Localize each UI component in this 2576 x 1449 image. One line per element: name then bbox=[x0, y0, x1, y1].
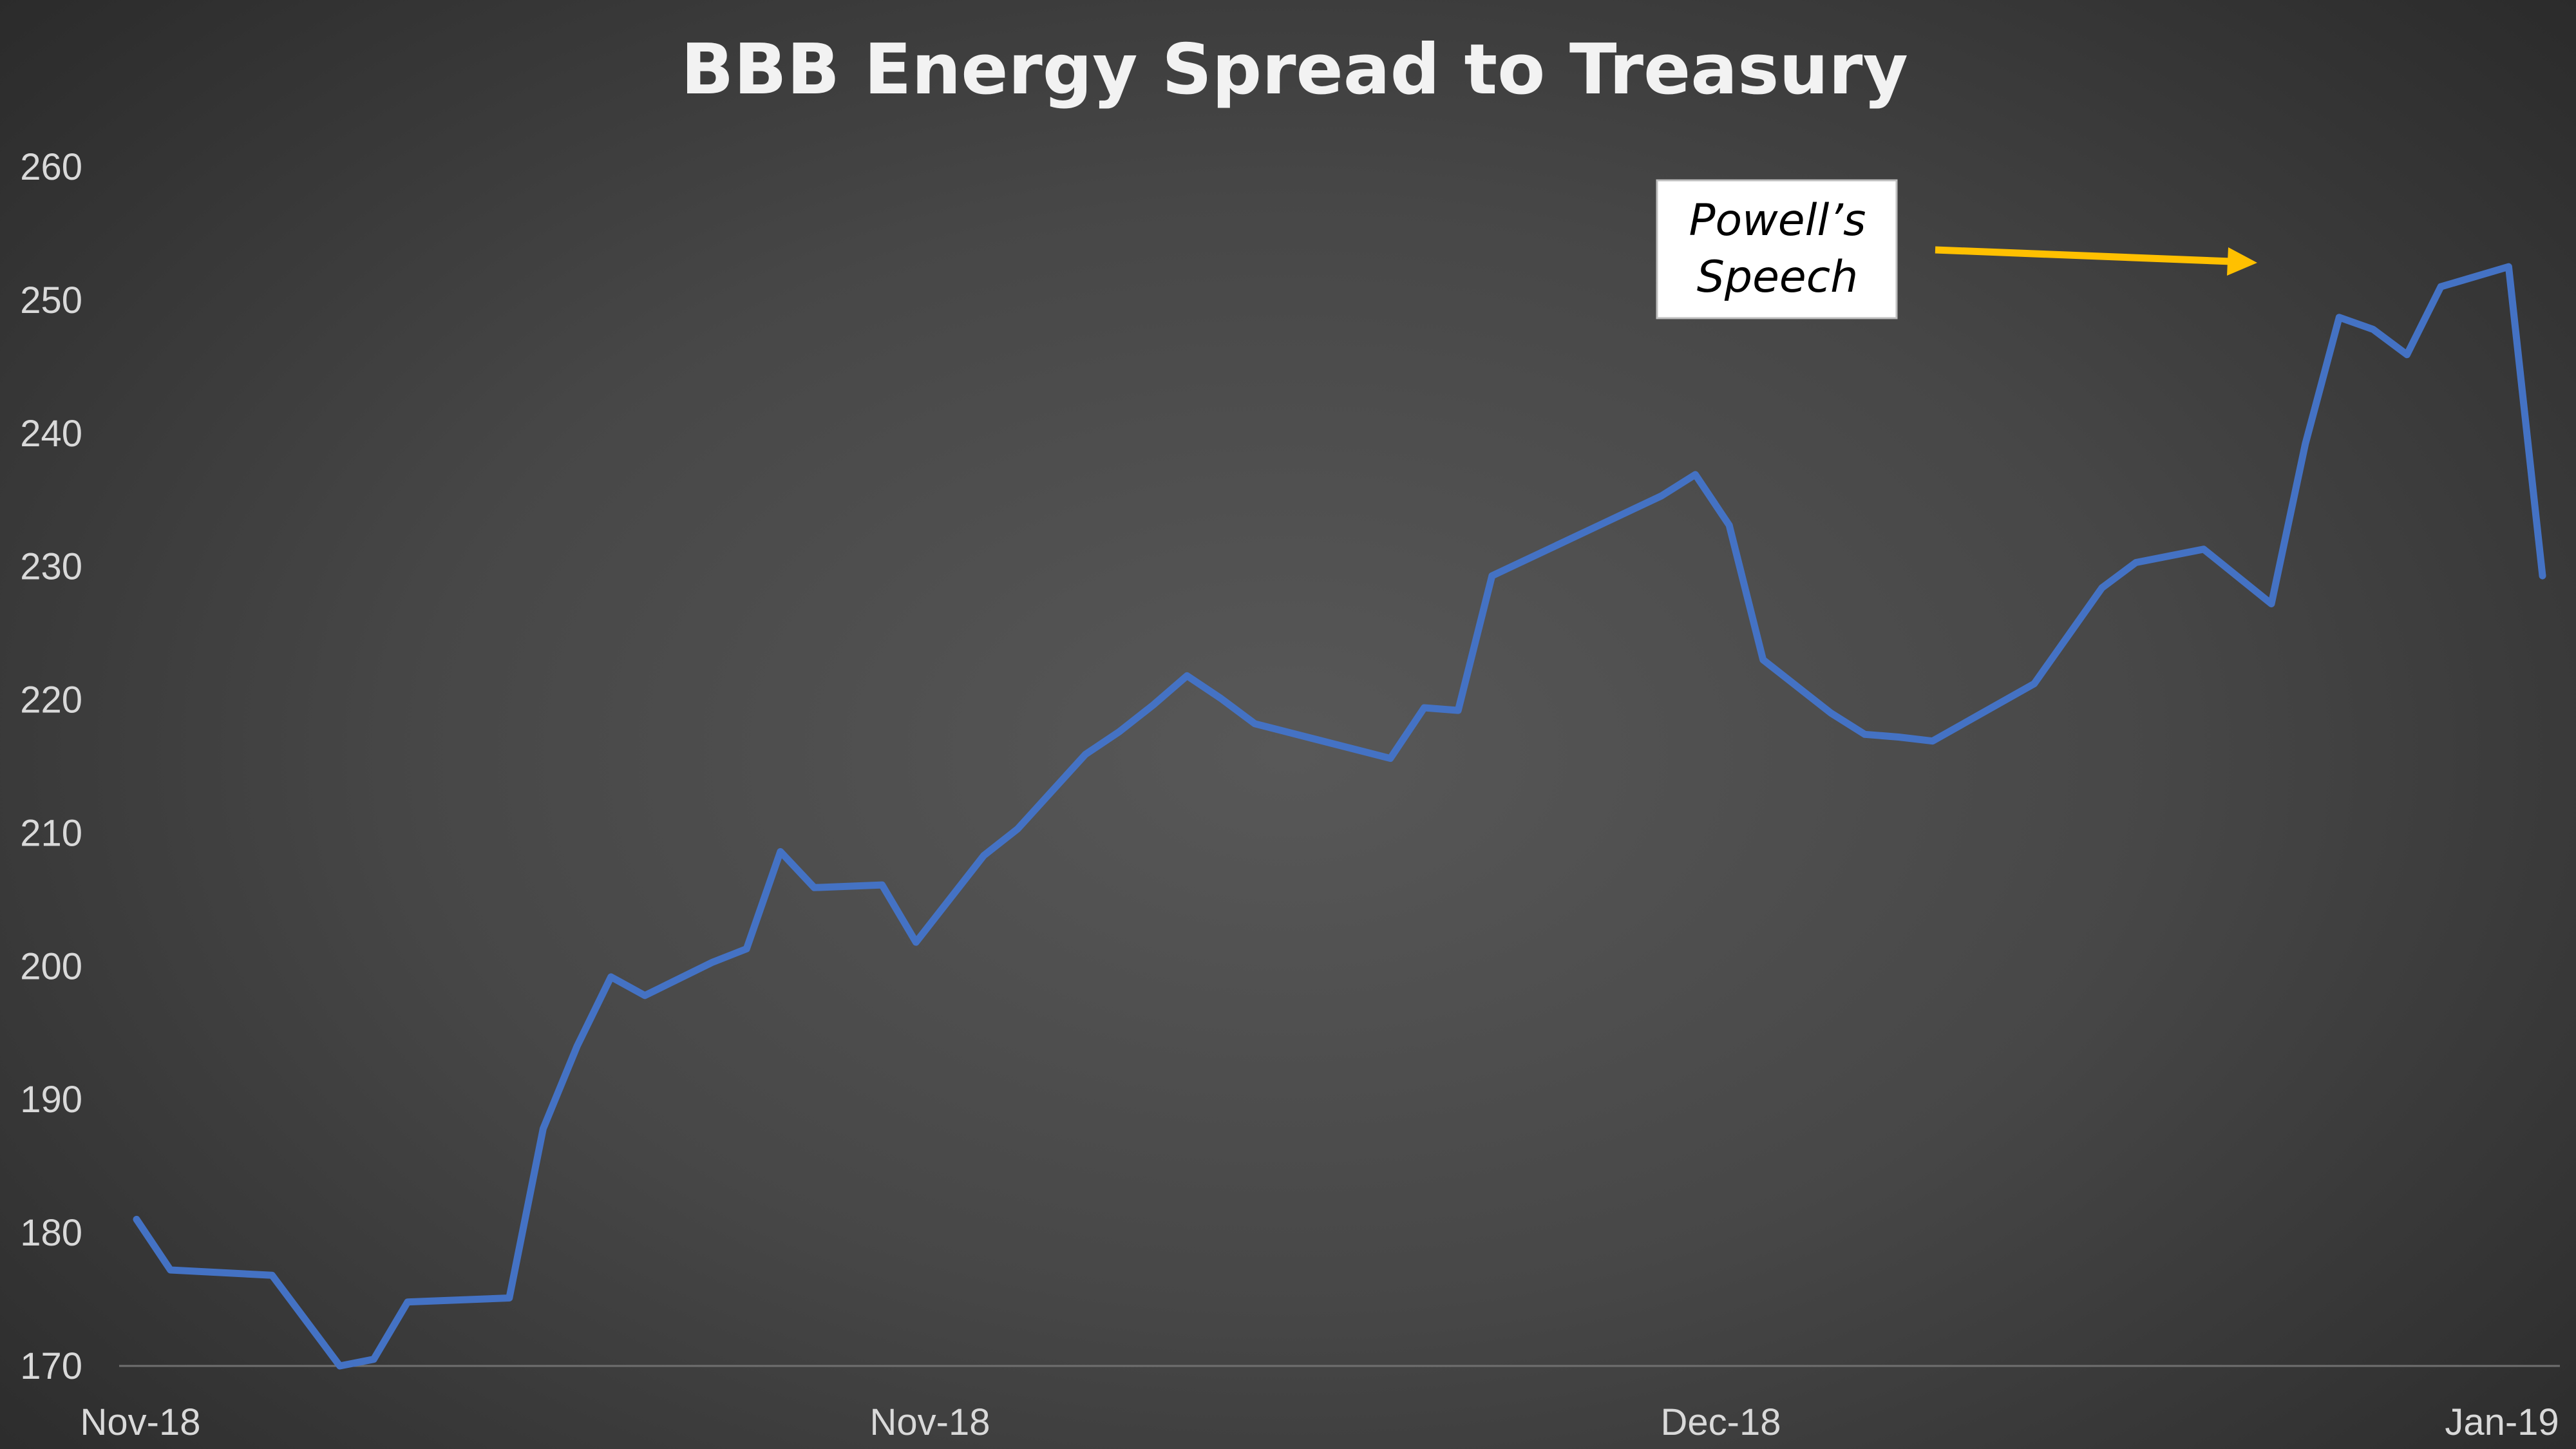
data-point bbox=[1590, 524, 1598, 532]
data-point bbox=[607, 973, 615, 981]
y-tick-label: 190 bbox=[20, 1079, 82, 1121]
data-point bbox=[1861, 730, 1869, 738]
data-point bbox=[1183, 672, 1191, 679]
data-point bbox=[878, 881, 886, 889]
y-tick-label: 170 bbox=[20, 1345, 82, 1387]
y-tick-label: 220 bbox=[20, 679, 82, 721]
chart-title: BBB Energy Spread to Treasury bbox=[681, 30, 1908, 110]
data-point bbox=[709, 958, 717, 966]
data-point bbox=[1251, 720, 1259, 728]
data-point bbox=[980, 852, 988, 860]
annotation-arrowhead bbox=[2227, 247, 2257, 276]
data-point bbox=[1081, 750, 1089, 758]
data-point bbox=[2031, 680, 2038, 688]
data-point bbox=[506, 1294, 513, 1302]
data-point bbox=[641, 992, 649, 999]
data-point bbox=[1624, 508, 1631, 516]
data-point bbox=[2437, 283, 2445, 290]
data-point bbox=[1454, 706, 1462, 714]
data-point bbox=[2302, 440, 2309, 448]
annotation: Powell’s Speech bbox=[1656, 179, 2257, 319]
x-tick-label: Jan-19 bbox=[2445, 1401, 2559, 1443]
data-point bbox=[1759, 656, 1767, 664]
data-point bbox=[1725, 522, 1733, 529]
x-axis: Nov-18 Nov-18 Dec-18 Jan-19 bbox=[80, 1401, 2559, 1443]
data-point bbox=[1827, 709, 1835, 717]
data-point bbox=[573, 1043, 581, 1050]
data-point bbox=[912, 938, 920, 946]
y-tick-label: 230 bbox=[20, 546, 82, 588]
data-point bbox=[539, 1125, 547, 1133]
data-point bbox=[1658, 492, 1665, 500]
data-point bbox=[810, 884, 818, 891]
data-point bbox=[1014, 825, 1021, 833]
data-point bbox=[370, 1356, 377, 1363]
data-point bbox=[2335, 314, 2343, 321]
data-point bbox=[2200, 545, 2208, 553]
y-tick-label: 200 bbox=[20, 945, 82, 987]
series-line bbox=[133, 263, 2546, 1370]
annotation-arrow-line bbox=[1935, 246, 2232, 265]
data-point bbox=[1150, 701, 1157, 709]
data-point bbox=[1115, 728, 1123, 735]
data-point bbox=[1421, 704, 1428, 712]
data-point bbox=[2369, 325, 2377, 333]
data-point bbox=[1387, 755, 1394, 762]
annotation-box bbox=[1656, 179, 1898, 319]
annotation-text-line1: Powell’s bbox=[1689, 195, 1866, 246]
y-tick-label: 250 bbox=[20, 279, 82, 321]
data-point bbox=[2268, 600, 2275, 608]
y-tick-label: 210 bbox=[20, 812, 82, 854]
y-axis: 170 180 190 200 210 220 230 240 250 260 bbox=[20, 146, 82, 1387]
data-point bbox=[1692, 471, 1700, 478]
data-point bbox=[336, 1362, 344, 1370]
y-tick-label: 240 bbox=[20, 413, 82, 455]
data-point bbox=[777, 848, 784, 855]
plot-area bbox=[133, 263, 2546, 1370]
data-point bbox=[1488, 572, 1496, 580]
y-tick-label: 260 bbox=[20, 146, 82, 188]
data-point bbox=[1929, 737, 1937, 745]
data-point bbox=[2132, 559, 2140, 567]
data-point bbox=[1895, 734, 1902, 741]
data-point bbox=[167, 1266, 175, 1274]
data-point bbox=[2403, 351, 2411, 359]
x-tick-label: Nov-18 bbox=[870, 1401, 990, 1443]
data-point bbox=[2098, 584, 2106, 592]
x-tick-label: Dec-18 bbox=[1661, 1401, 1781, 1443]
data-point bbox=[269, 1271, 276, 1279]
annotation-text-line2: Speech bbox=[1697, 252, 1858, 303]
data-point bbox=[743, 945, 750, 952]
data-point bbox=[133, 1215, 140, 1223]
y-tick-label: 180 bbox=[20, 1212, 82, 1254]
data-point bbox=[2505, 263, 2512, 270]
data-point bbox=[1217, 695, 1225, 703]
data-point bbox=[404, 1298, 412, 1306]
x-tick-label: Nov-18 bbox=[80, 1401, 201, 1443]
data-point bbox=[2539, 572, 2546, 580]
